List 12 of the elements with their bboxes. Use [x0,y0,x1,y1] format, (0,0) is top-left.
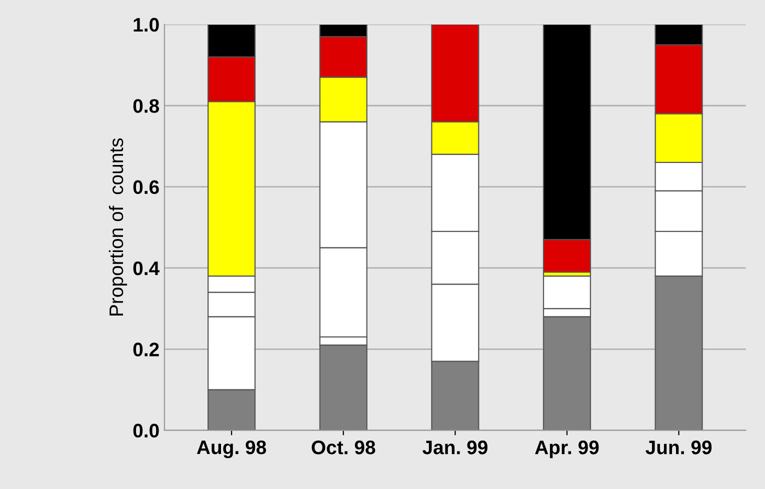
x-tick-label: Jun. 99 [646,440,712,454]
y-tick-label: 0.0 [133,424,159,438]
y-tick-label: 0.6 [133,180,159,194]
y-tick-label: 0.4 [133,261,160,276]
y-tick-label: 0.2 [133,342,159,356]
y-tick-label: 0.8 [133,99,160,113]
x-tick-label: Aug. 98 [196,440,266,458]
x-tick-label: Jan. 99 [422,440,488,454]
x-tick-label: Oct. 98 [312,440,376,454]
x-tick-label: Apr. 99 [535,440,599,458]
y-axis-title: Proportion of counts [108,138,128,316]
y-tick-label: 1.0 [134,18,159,32]
